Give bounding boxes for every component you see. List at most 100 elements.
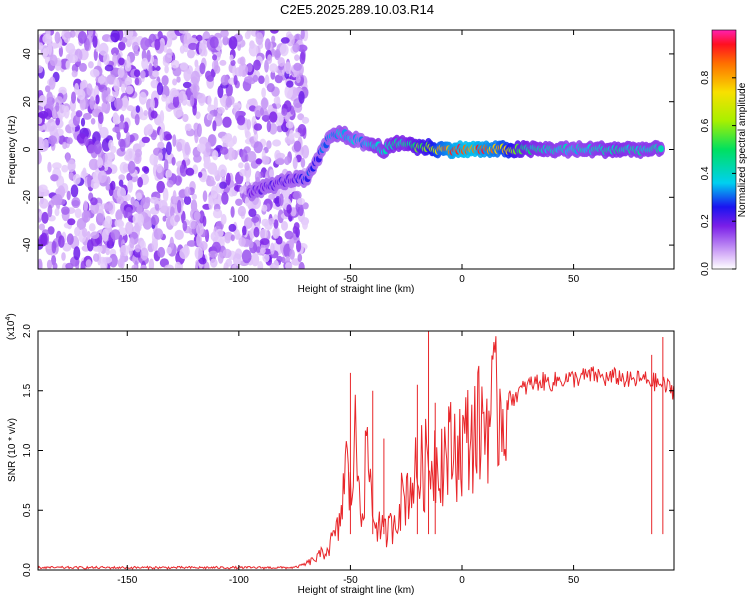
noise-blob: [86, 83, 93, 96]
noise-blob: [38, 137, 45, 151]
noise-blob: [272, 139, 282, 147]
noise-blob: [294, 54, 300, 61]
noise-blob: [38, 110, 49, 119]
noise-blob: [234, 229, 240, 240]
noise-blob: [46, 91, 53, 103]
colorbar-tick-label: 0.2: [700, 214, 711, 228]
noise-blob: [299, 51, 306, 65]
noise-blob: [222, 248, 232, 259]
noise-blob: [260, 247, 266, 254]
noise-blob: [97, 157, 103, 168]
noise-blob: [124, 154, 130, 161]
y-tick-label: 20: [22, 96, 33, 108]
noise-blob: [209, 36, 219, 49]
noise-blob: [195, 111, 201, 120]
noise-blob: [238, 162, 244, 169]
noise-blob: [261, 204, 268, 212]
noise-blob: [118, 57, 125, 66]
noise-blob: [148, 63, 153, 77]
noise-blob: [90, 197, 98, 206]
noise-blob: [245, 175, 250, 187]
noise-blob: [137, 213, 144, 227]
noise-blob: [302, 202, 309, 210]
noise-blob: [236, 115, 246, 126]
noise-blob: [116, 196, 124, 205]
noise-blob: [106, 176, 111, 185]
noise-blob: [163, 159, 169, 173]
noise-blob: [97, 76, 106, 84]
noise-blob: [248, 240, 254, 249]
noise-blob: [226, 137, 235, 148]
noise-blob: [74, 226, 81, 237]
noise-blob: [249, 105, 257, 112]
noise-blob: [210, 258, 218, 268]
colorbar-tick-label: 0.0: [700, 262, 711, 276]
snr-y-axis: 0.0 0.5 1.0 1.5 2.0: [22, 324, 674, 577]
noise-blob: [292, 190, 302, 200]
noise-blob: [232, 253, 242, 266]
noise-blob: [186, 240, 197, 247]
noise-blob: [205, 141, 212, 153]
noise-blob: [182, 220, 188, 232]
noise-blob: [127, 160, 136, 174]
y-tick-label: 0: [22, 146, 33, 152]
noise-blob: [149, 153, 159, 166]
noise-blob: [166, 30, 177, 39]
noise-blob: [275, 158, 285, 165]
noise-blob: [119, 114, 125, 123]
noise-blob: [71, 197, 81, 209]
noise-blob: [172, 95, 180, 108]
noise-blob: [242, 225, 247, 236]
colorbar-tick-label: 0.8: [700, 70, 711, 84]
colorbar-tick-label: 0.6: [700, 118, 711, 132]
noise-blob: [281, 221, 288, 231]
noise-blob: [134, 244, 141, 253]
noise-blob: [266, 140, 272, 150]
noise-blob: [49, 76, 56, 90]
noise-blob: [135, 192, 142, 201]
noise-blob: [233, 75, 238, 86]
noise-blob: [172, 78, 178, 86]
noise-blob: [190, 70, 201, 85]
noise-blob: [93, 253, 100, 262]
noise-blob: [197, 93, 206, 104]
noise-blob: [141, 136, 150, 143]
noise-blob: [185, 167, 195, 176]
noise-blob: [176, 110, 184, 117]
noise-blob: [202, 190, 208, 202]
multiplier-close: ): [6, 313, 17, 316]
noise-blob: [247, 98, 257, 106]
noise-blob: [253, 59, 261, 71]
noise-blob: [47, 135, 58, 145]
noise-blob: [222, 116, 232, 128]
noise-blob: [42, 138, 49, 151]
noise-blob: [86, 231, 91, 241]
noise-blob: [174, 175, 182, 186]
spectrogram-x-axis: -150 -100 -50 0 50: [117, 30, 580, 285]
noise-blob: [162, 215, 167, 222]
ridge-core: [658, 145, 664, 153]
noise-blob: [153, 228, 164, 240]
noise-blob: [129, 237, 135, 249]
noise-blob: [145, 196, 151, 204]
noise-blob: [164, 264, 174, 269]
noise-blob: [208, 114, 214, 121]
noise-blob: [178, 189, 187, 198]
noise-blob: [71, 91, 76, 104]
noise-blob: [101, 228, 109, 242]
noise-blob: [45, 85, 51, 93]
noise-blob: [150, 79, 159, 89]
noise-blob: [198, 257, 207, 265]
noise-blob: [296, 240, 302, 253]
noise-blob: [151, 65, 161, 72]
noise-blob: [71, 70, 78, 78]
noise-blob: [178, 92, 184, 104]
noise-blob: [61, 206, 70, 215]
noise-blob: [150, 214, 160, 226]
noise-blob: [228, 223, 237, 232]
noise-blob: [83, 136, 89, 147]
y-tick-label: 0.5: [22, 503, 33, 517]
noise-blob: [265, 203, 271, 213]
noise-blob: [239, 56, 246, 66]
noise-blob: [171, 89, 180, 98]
